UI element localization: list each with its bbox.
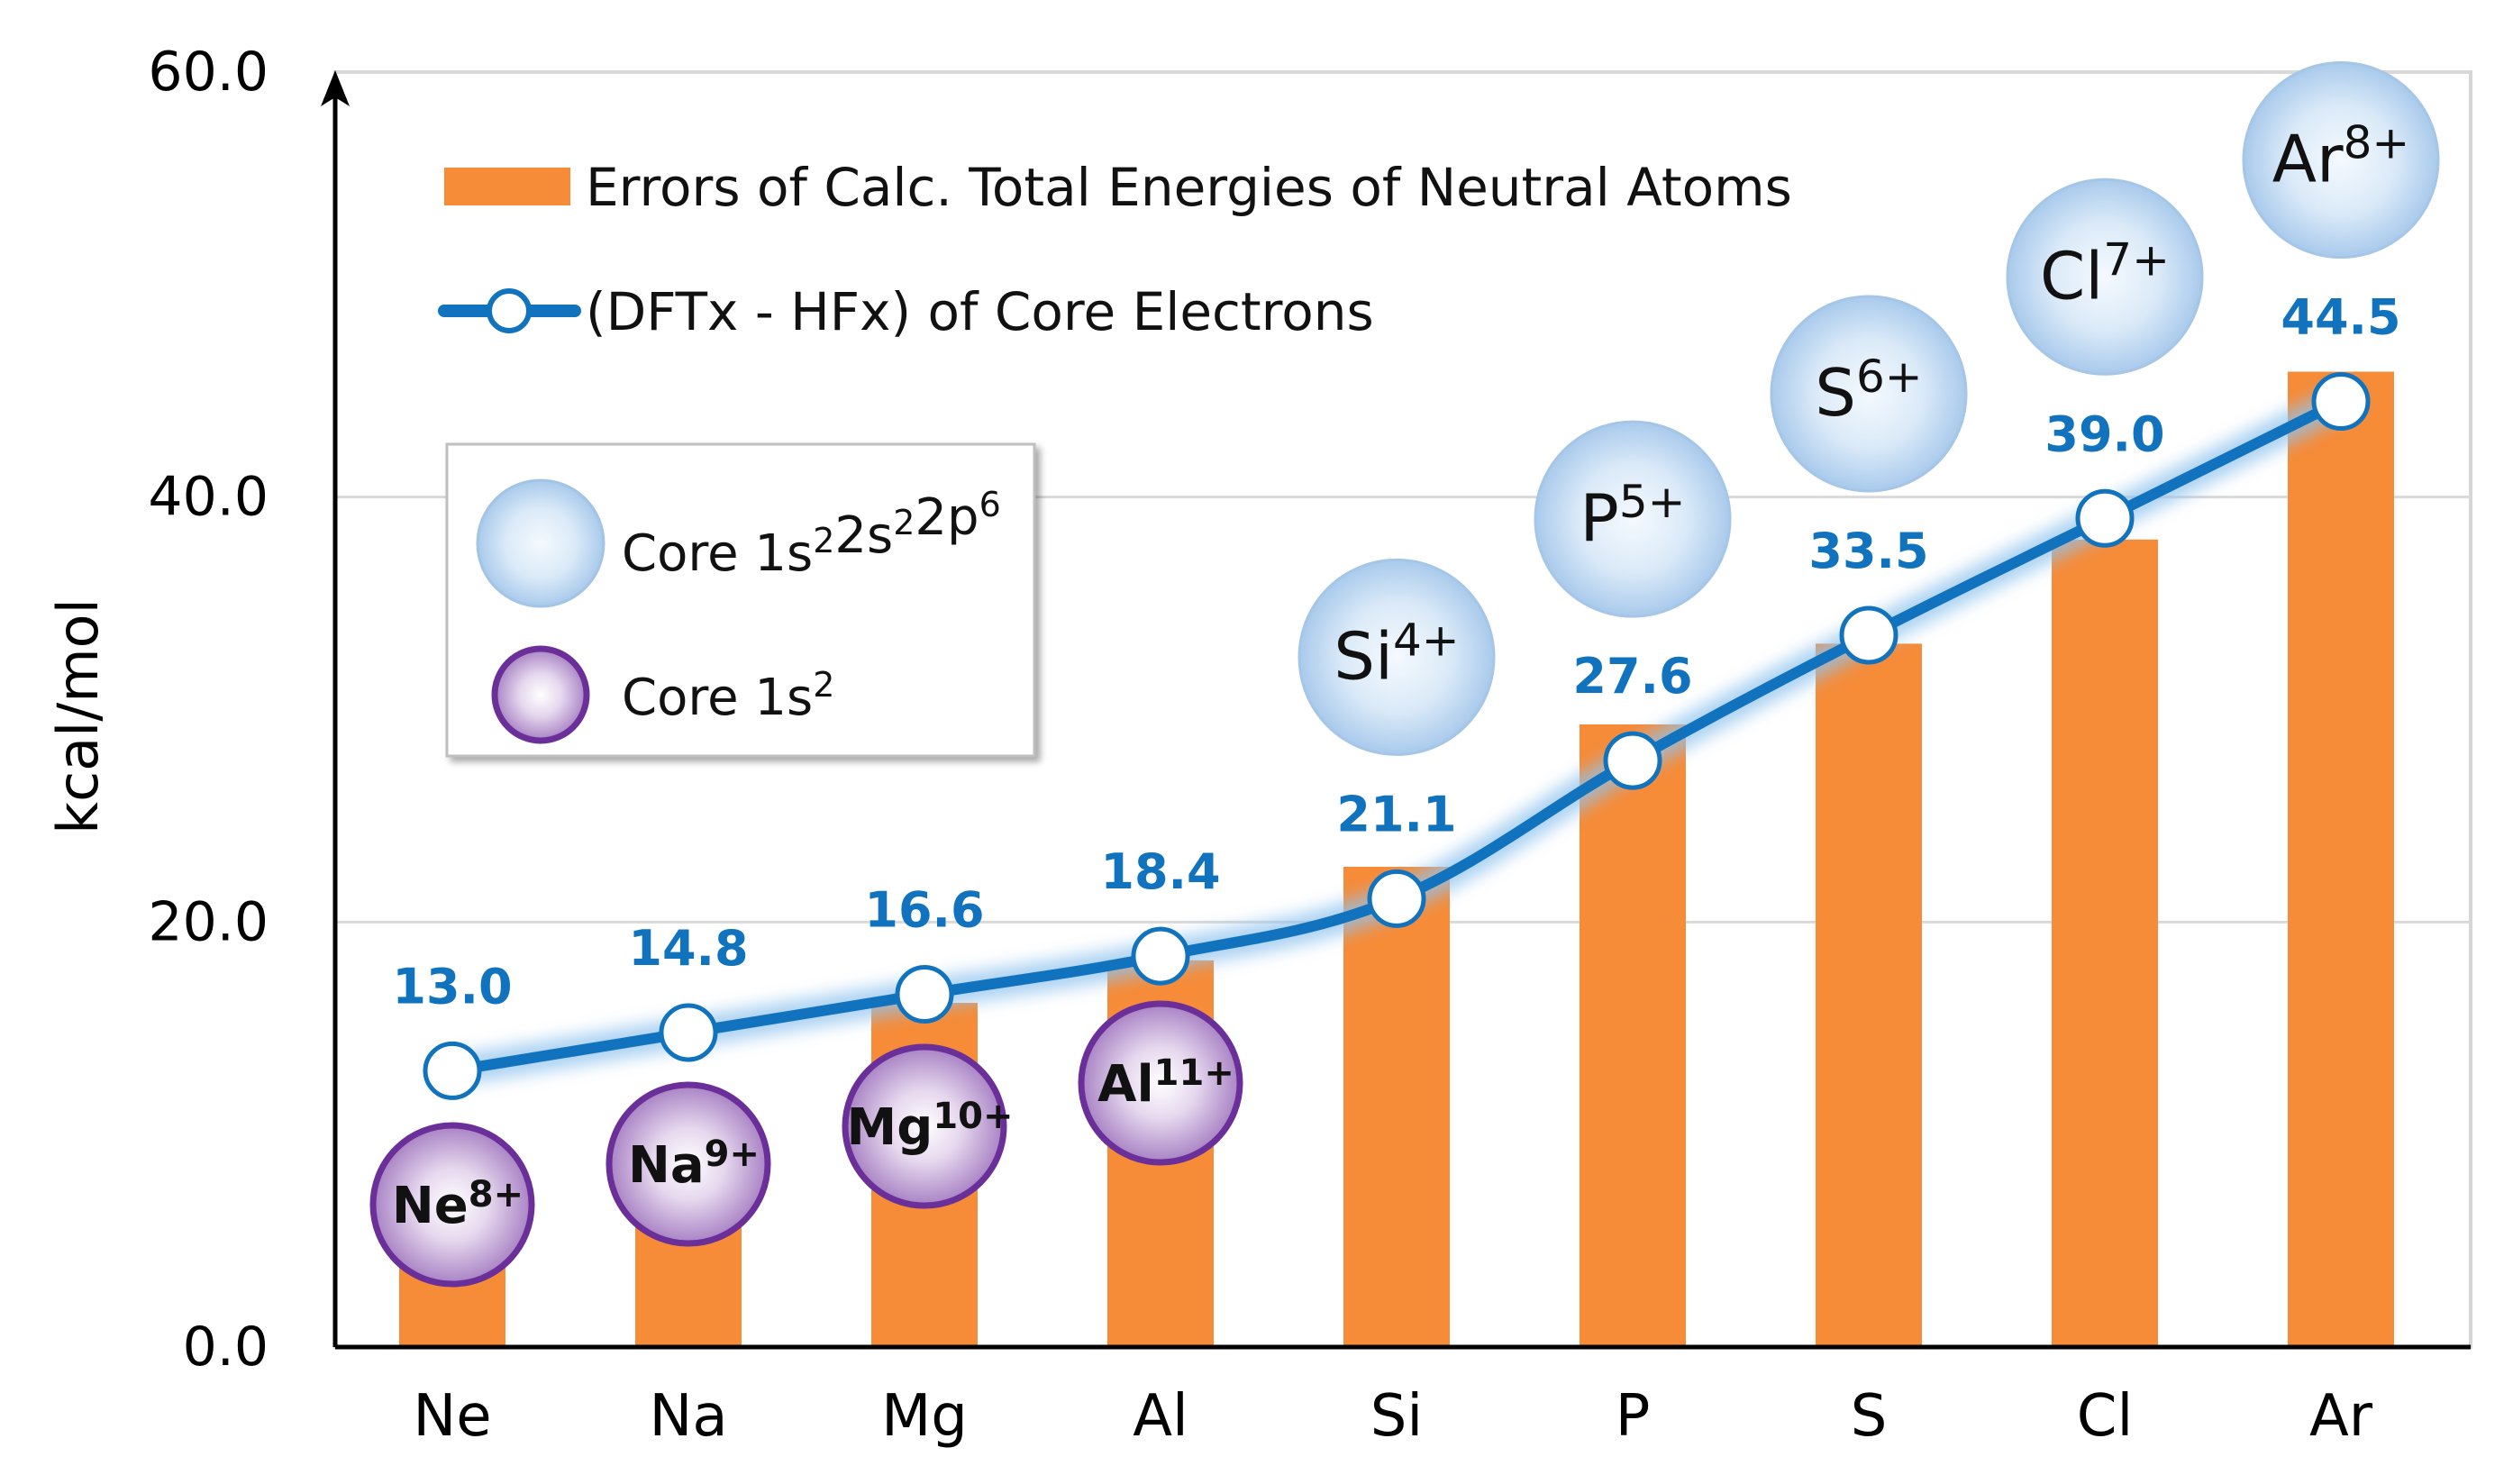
ion-label: Ar8+ (2272, 117, 2410, 197)
core-legend-label-1s: Core 1s2 (622, 665, 834, 727)
data-label: 16.6 (864, 882, 984, 939)
ion-bubbles: Ne8+ Na9+ Mg10+ Al11+ Si4+ P5+ S6+ Cl7+ Ar8+ (369, 61, 2440, 1288)
line-marker (1839, 605, 1898, 665)
core-legend-label-full: Core 1s22s22p6 (622, 485, 1001, 583)
x-tick-labels: Ne Na Mg Al Si P S Cl Ar (413, 1383, 2372, 1450)
x-tick-label: Al (1133, 1383, 1188, 1450)
ion-bubble-full (1534, 420, 1732, 618)
ion-label: Si4+ (1334, 614, 1459, 694)
bar (2052, 539, 2158, 1347)
legend-bar-label: Errors of Calc. Total Energies of Neutra… (586, 157, 1792, 218)
ion-bubble-1s (842, 1043, 1007, 1209)
y-tick-label: 0.0 (183, 1316, 269, 1379)
data-label: 14.8 (628, 920, 748, 977)
bar (1343, 867, 1450, 1347)
y-tick-labels: 0.0 20.0 40.0 60.0 (148, 41, 269, 1379)
data-label: 44.5 (2281, 289, 2400, 346)
data-label: 21.1 (1336, 786, 1456, 842)
line-marker (659, 1003, 718, 1062)
ion-bubble-full (1770, 295, 1968, 493)
x-tick-label: P (1616, 1383, 1651, 1450)
line-marker (423, 1041, 482, 1100)
y-axis-arrow (321, 70, 350, 106)
core-legend-purple-sphere (491, 645, 590, 744)
ion-label: S6+ (1815, 351, 1922, 431)
ion-bubble-1s (605, 1081, 771, 1247)
line-marker (1367, 869, 1426, 928)
series-legend: Errors of Calc. Total Energies of Neutra… (438, 157, 1792, 342)
data-label: 39.0 (2044, 405, 2164, 462)
ion-label: Mg10+ (847, 1096, 1014, 1157)
ion-bubble-full (2242, 61, 2440, 259)
data-label: 27.6 (1572, 648, 1692, 705)
x-tick-label: Ne (413, 1383, 491, 1450)
legend-line-label: (DFTx - HFx) of Core Electrons (586, 281, 1374, 342)
ion-bubble-full (2006, 178, 2204, 376)
y-axis-label: kcal/mol (45, 598, 111, 834)
x-tick-label: Si (1370, 1383, 1423, 1450)
ion-label: P5+ (1580, 476, 1685, 556)
ion-label: Na9+ (628, 1133, 760, 1195)
line-marker (895, 965, 954, 1024)
legend-line-marker (487, 288, 532, 333)
y-tick-label: 60.0 (148, 41, 269, 104)
ion-label: Cl7+ (2040, 233, 2170, 314)
ion-bubble-1s (1078, 1000, 1243, 1166)
core-legend: Core 1s22s22p6 Core 1s2 (445, 442, 1036, 758)
ion-label: Ne8+ (392, 1174, 524, 1235)
line-marker (2075, 488, 2135, 548)
data-label: 13.0 (392, 958, 512, 1015)
x-tick-label: Na (649, 1383, 727, 1450)
bar (1816, 643, 1922, 1347)
ion-bubble-full (1297, 558, 1496, 756)
ion-label: Al11+ (1097, 1052, 1234, 1114)
line-marker (2311, 372, 2371, 432)
x-tick-label: Cl (2077, 1383, 2133, 1450)
bar (2288, 371, 2394, 1347)
data-label: 18.4 (1100, 843, 1220, 900)
core-legend-blue-sphere (476, 478, 605, 608)
ion-bubble-1s (369, 1122, 535, 1288)
line-marker (1131, 926, 1190, 986)
data-label: 33.5 (1808, 523, 1928, 579)
y-tick-label: 20.0 (148, 890, 269, 953)
y-tick-label: 40.0 (148, 466, 269, 529)
line-series: 13.0 14.8 16.6 18.4 21.1 27.6 33.5 39.0 44.5 (392, 289, 2401, 1100)
x-tick-label: S (1851, 1383, 1888, 1450)
line-marker (1603, 731, 1662, 790)
x-tick-label: Ar (2309, 1383, 2373, 1450)
legend-bar-swatch (444, 168, 570, 205)
bar (1580, 724, 1686, 1347)
x-tick-label: Mg (881, 1383, 968, 1450)
